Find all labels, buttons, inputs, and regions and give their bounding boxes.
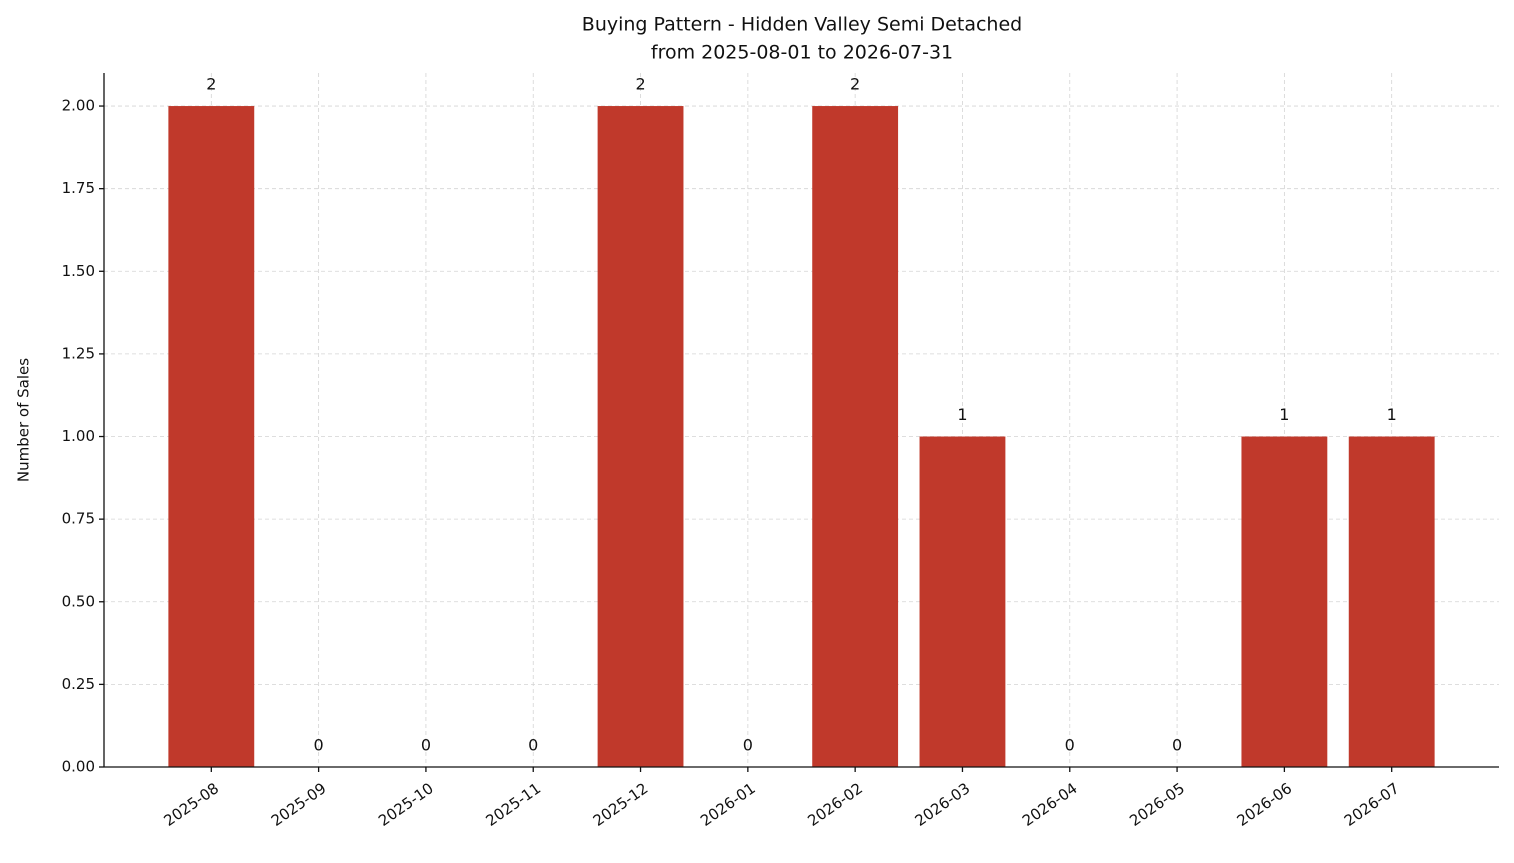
x-tick-label: 2026-05	[1126, 779, 1188, 830]
x-tick-label: 2026-03	[912, 779, 974, 830]
bar	[1241, 436, 1328, 767]
y-tick-label: 0.25	[62, 675, 95, 693]
value-label: 2	[206, 75, 216, 94]
y-tick-label: 1.00	[62, 427, 95, 445]
x-tick-label: 2026-02	[804, 779, 866, 830]
value-label: 0	[528, 736, 538, 755]
value-label: 1	[1279, 405, 1289, 424]
value-label: 0	[421, 736, 431, 755]
value-label: 0	[1065, 736, 1075, 755]
y-tick-label: 1.50	[62, 262, 95, 280]
x-tick-label: 2025-09	[268, 779, 330, 830]
chart-subtitle: from 2025-08-01 to 2026-07-31	[651, 42, 953, 64]
x-tick-label: 2026-04	[1019, 779, 1081, 830]
value-label: 2	[635, 75, 645, 94]
bar	[919, 436, 1006, 767]
x-tick-label: 2026-01	[697, 779, 759, 830]
y-tick-label: 0.00	[62, 758, 95, 776]
bar	[812, 106, 899, 768]
value-label: 0	[1172, 736, 1182, 755]
y-tick-label: 2.00	[62, 97, 95, 115]
chart-title: Buying Pattern - Hidden Valley Semi Deta…	[582, 14, 1022, 36]
bar	[168, 106, 255, 768]
y-tick-label: 0.50	[62, 592, 95, 610]
value-label: 0	[743, 736, 753, 755]
value-label: 2	[850, 75, 860, 94]
value-label: 1	[1387, 405, 1397, 424]
x-tick-label: 2026-07	[1341, 779, 1403, 830]
x-tick-label: 2025-12	[590, 779, 652, 830]
bar	[1348, 436, 1435, 767]
y-tick-label: 1.25	[62, 344, 95, 362]
x-tick-label: 2025-10	[375, 779, 437, 830]
bar	[597, 106, 684, 768]
x-tick-label: 2025-08	[161, 779, 223, 830]
y-tick-label: 0.75	[62, 510, 95, 528]
value-label: 1	[957, 405, 967, 424]
x-tick-label: 2026-06	[1234, 779, 1296, 830]
value-label: 0	[314, 736, 324, 755]
x-tick-label: 2025-11	[482, 779, 544, 830]
y-axis-label: Number of Sales	[15, 358, 33, 482]
y-tick-label: 1.75	[62, 179, 95, 197]
